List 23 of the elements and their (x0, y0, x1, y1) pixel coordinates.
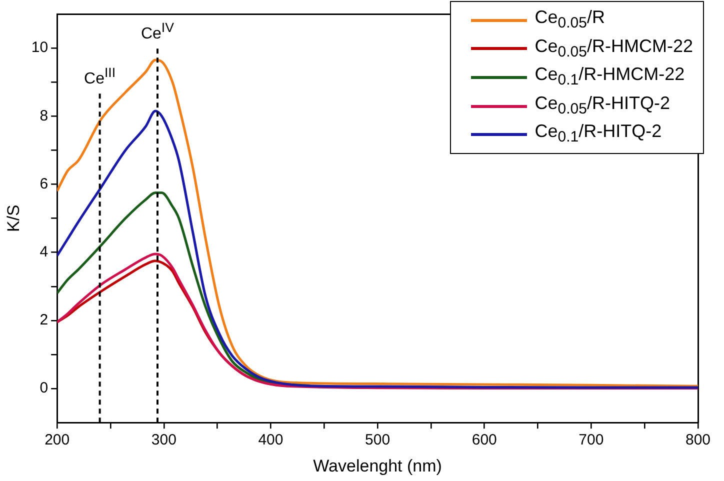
x-tick-label: 600 (472, 432, 497, 449)
y-tick-label: 6 (40, 175, 48, 192)
y-tick-label: 4 (40, 243, 48, 260)
y-tick-label: 2 (40, 312, 48, 329)
x-tick-label: 300 (151, 432, 176, 449)
legend-label: Ce$_{0.05}$/R (534, 6, 605, 34)
x-tick-label: 400 (258, 432, 284, 449)
legend-label: Ce$_{0.1}$/R-HITQ-2 (534, 120, 662, 148)
y-tick-label: 10 (31, 39, 48, 56)
x-tick-label: 200 (44, 432, 70, 449)
x-tick-label: 800 (685, 432, 711, 449)
legend-label: Ce$_{0.1}$/R-HMCM-22 (534, 63, 685, 91)
ref-line-label: Ce$^{IV}$ (140, 20, 174, 44)
legend-label: Ce$_{0.05}$/R-HMCM-22 (534, 34, 693, 62)
y-tick-label: 8 (40, 107, 48, 124)
y-tick-label: 0 (40, 380, 48, 397)
ref-line-label: Ce$^{III}$ (84, 65, 116, 88)
x-axis-title: Wavelenght (nm) (313, 456, 442, 476)
legend-label: Ce$_{0.05}$/R-HITQ-2 (534, 92, 670, 120)
y-axis-title: K/S (4, 204, 23, 232)
x-tick-label: 500 (365, 432, 390, 449)
x-tick-label: 700 (578, 432, 604, 449)
line-series (57, 58, 698, 388)
